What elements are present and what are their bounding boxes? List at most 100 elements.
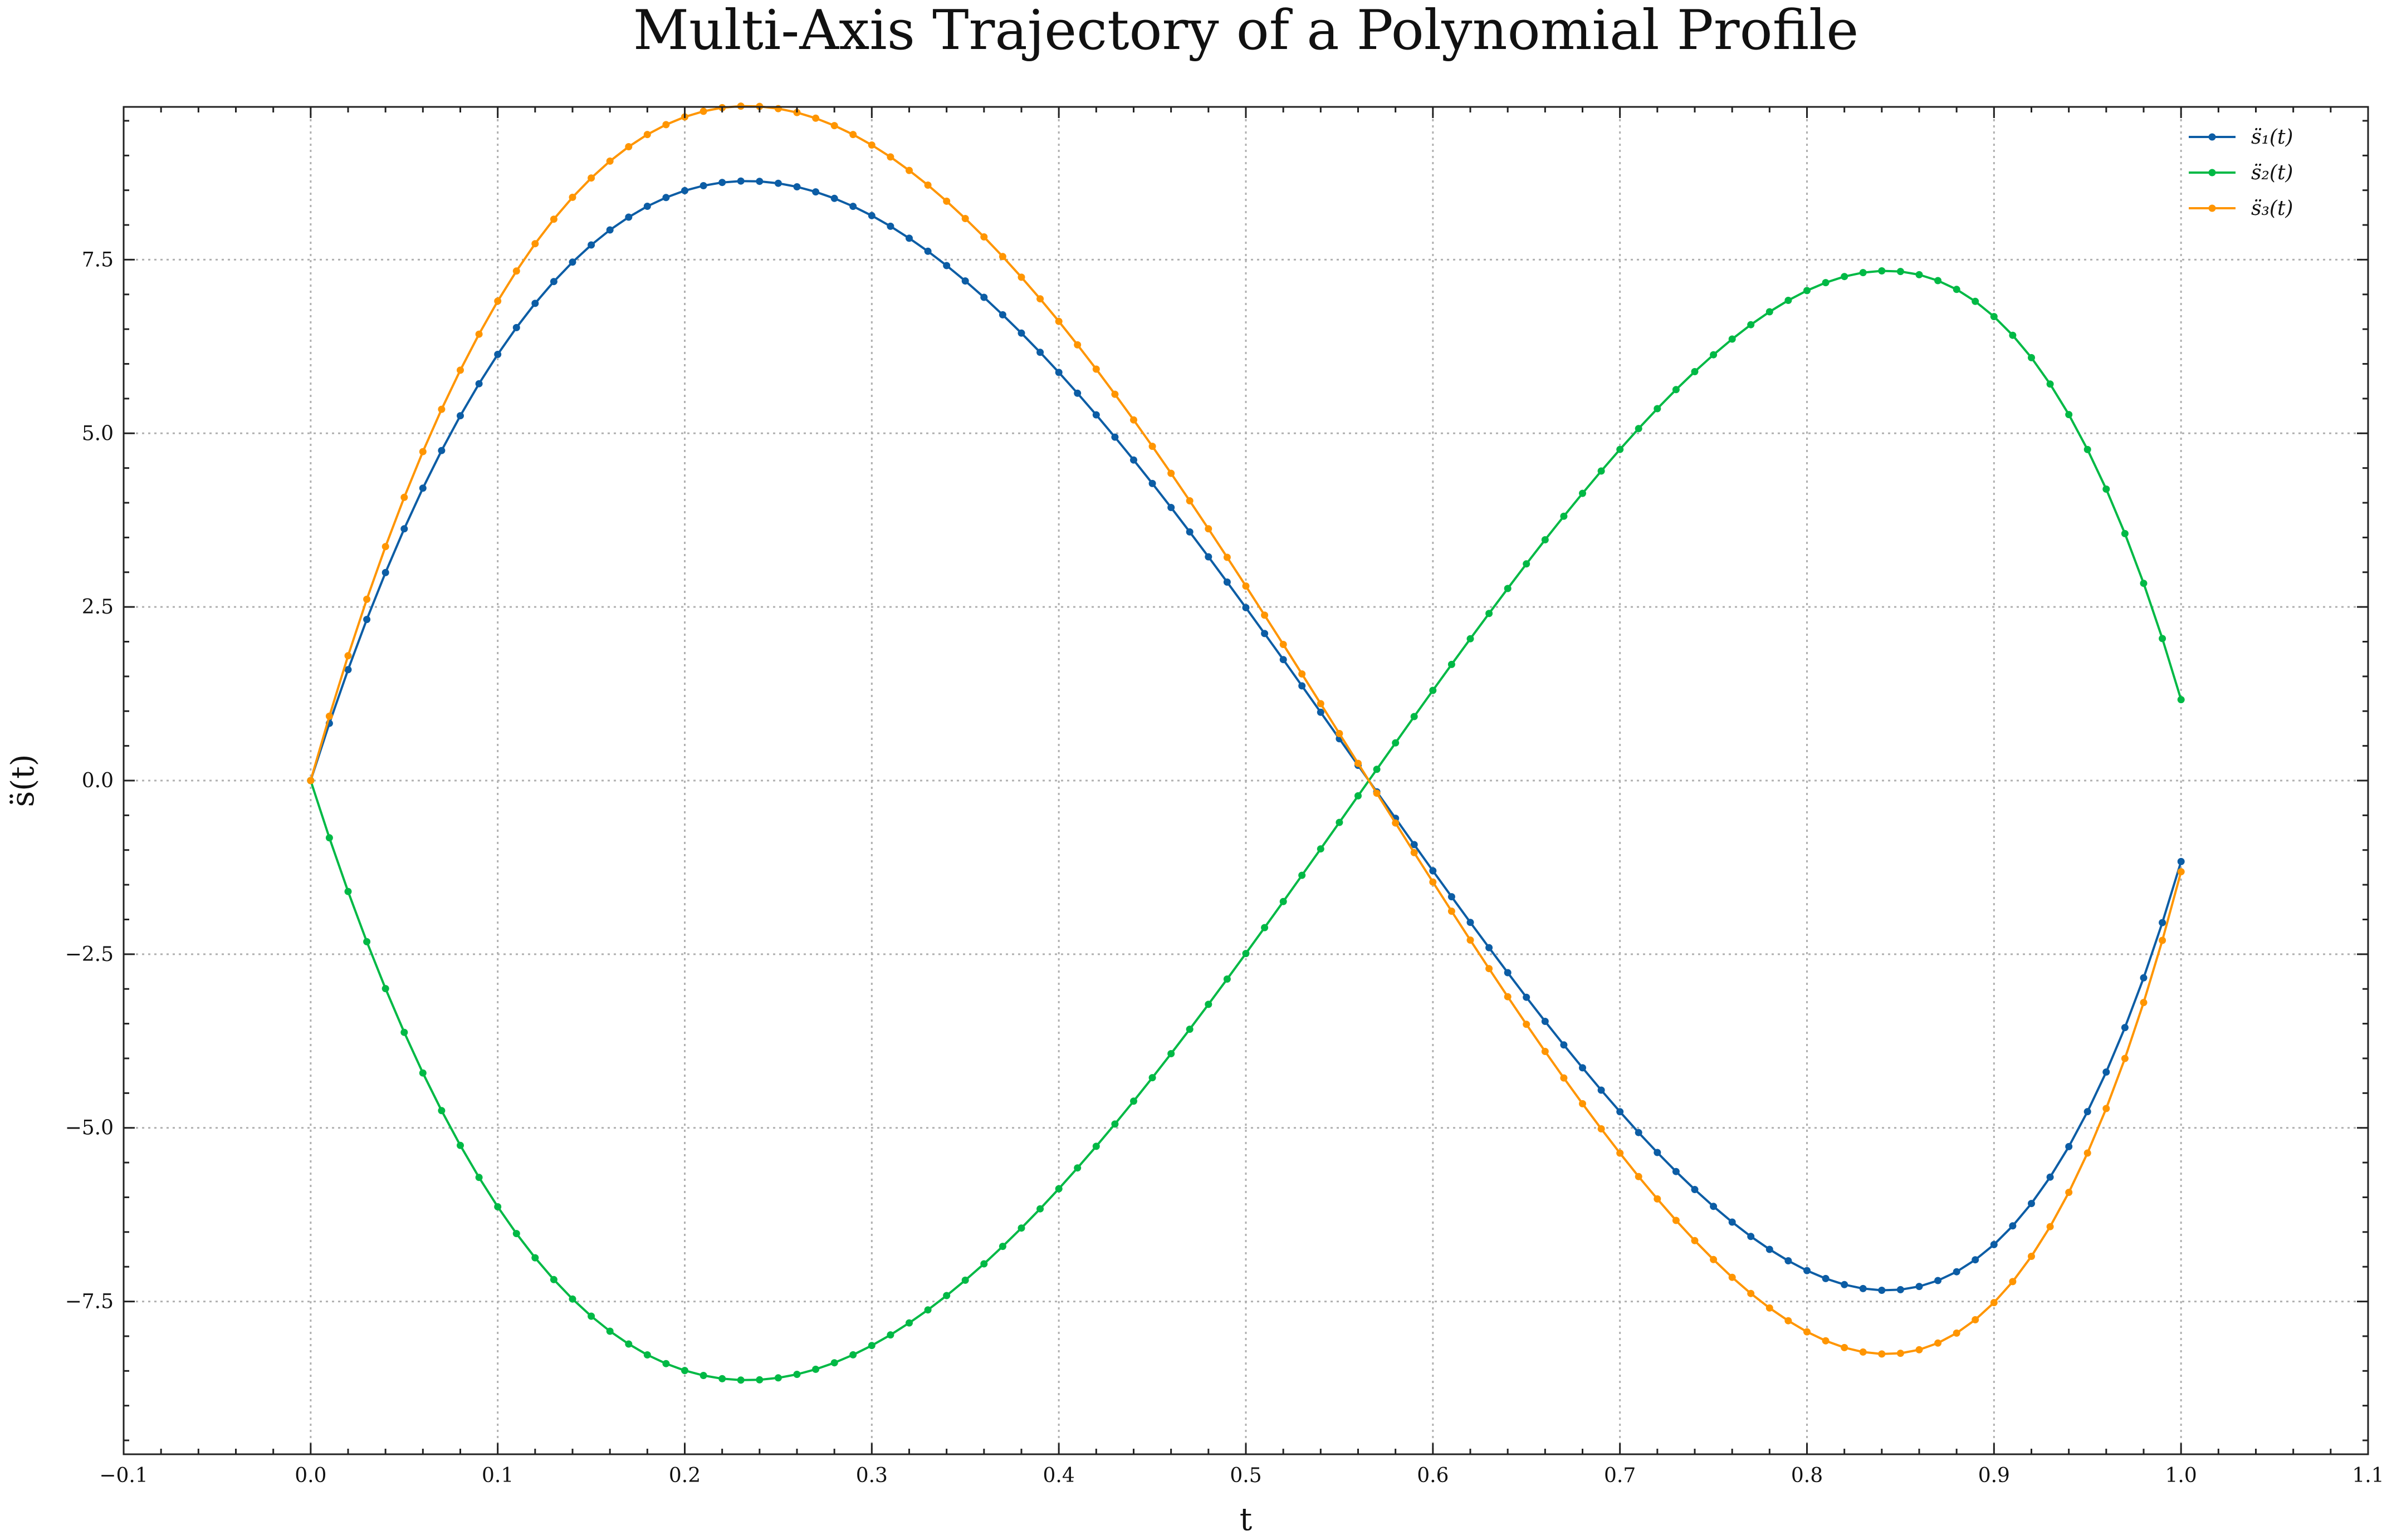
data-point: [1765, 308, 1773, 316]
data-point: [961, 1276, 969, 1284]
data-point: [1242, 582, 1250, 590]
data-point: [344, 666, 352, 674]
data-point: [588, 1312, 595, 1320]
data-point: [569, 1295, 576, 1303]
data-point: [1466, 936, 1474, 944]
data-point: [887, 222, 894, 230]
data-point: [1747, 1233, 1755, 1240]
data-point: [681, 187, 688, 194]
data-point: [961, 277, 969, 285]
data-point: [2065, 1189, 2073, 1196]
data-point: [1223, 553, 1231, 561]
data-point: [849, 131, 857, 139]
data-point: [1523, 560, 1530, 568]
data-point: [381, 985, 389, 993]
data-point: [1074, 1164, 1082, 1172]
data-point: [887, 153, 894, 161]
data-point: [1186, 528, 1194, 536]
data-point: [924, 1306, 932, 1314]
data-point: [980, 293, 988, 301]
data-point: [588, 174, 595, 182]
data-point: [1410, 849, 1418, 856]
data-point: [2083, 1149, 2091, 1157]
data-point: [793, 1371, 801, 1378]
data-point: [1654, 405, 1661, 413]
y-axis-label: s̈(t): [5, 754, 41, 807]
x-tick-label: 0.2: [669, 1464, 701, 1487]
data-point: [457, 1141, 464, 1149]
data-point: [1429, 867, 1437, 875]
data-point: [1092, 411, 1100, 419]
data-point: [1934, 277, 1942, 285]
legend-swatch-marker: [2208, 133, 2216, 141]
data-point: [1784, 1317, 1792, 1325]
data-point: [2009, 1222, 2017, 1230]
data-point: [1579, 1064, 1586, 1072]
data-point: [1186, 1026, 1194, 1033]
data-point: [606, 226, 614, 234]
data-point: [756, 178, 764, 185]
data-point: [1691, 368, 1699, 375]
data-point: [2065, 411, 2073, 419]
data-point: [2159, 635, 2166, 643]
data-point: [868, 1342, 875, 1350]
data-point: [1953, 286, 1960, 293]
data-point: [1036, 1205, 1044, 1213]
data-point: [1541, 1018, 1549, 1025]
data-point: [1111, 433, 1119, 441]
data-point: [569, 193, 576, 201]
data-point: [849, 1351, 857, 1358]
legend-swatch-marker: [2208, 204, 2216, 212]
data-point: [400, 493, 408, 501]
data-point: [700, 107, 707, 115]
data-point: [737, 1376, 745, 1384]
data-point: [1036, 349, 1044, 356]
data-point: [2102, 1068, 2110, 1076]
data-point: [512, 323, 520, 331]
data-point: [1784, 297, 1792, 304]
series-2: [307, 267, 2185, 1384]
data-point: [662, 1360, 670, 1367]
data-point: [531, 1254, 539, 1262]
data-point: [1822, 1274, 1830, 1282]
data-point: [2177, 857, 2185, 865]
data-point: [1822, 279, 1830, 287]
data-point: [550, 215, 557, 223]
data-point: [1841, 1281, 1848, 1288]
data-point: [643, 1351, 651, 1358]
data-point: [438, 447, 446, 454]
data-point: [662, 194, 670, 202]
series-3: [307, 102, 2185, 1358]
data-point: [999, 311, 1006, 318]
data-point: [606, 1327, 614, 1335]
data-point: [718, 1375, 726, 1382]
data-point: [1672, 1217, 1680, 1224]
data-point: [1018, 1224, 1025, 1232]
data-point: [1167, 1050, 1175, 1057]
data-point: [1691, 1237, 1699, 1244]
data-point: [1148, 1074, 1156, 1082]
data-point: [2159, 936, 2166, 944]
data-point: [737, 177, 745, 185]
data-point: [1223, 578, 1231, 586]
data-point: [1298, 871, 1306, 879]
data-point: [1317, 845, 1324, 853]
data-point: [1953, 1329, 1960, 1337]
data-point: [1429, 878, 1437, 886]
data-point: [906, 234, 913, 242]
y-tick-label: −2.5: [65, 943, 114, 966]
data-point: [1148, 443, 1156, 450]
data-point: [1635, 425, 1642, 433]
data-point: [1354, 792, 1362, 800]
data-point: [999, 1243, 1006, 1250]
data-point: [2028, 1200, 2035, 1208]
data-point: [1672, 386, 1680, 394]
data-point: [662, 121, 670, 129]
data-point: [1841, 1343, 1848, 1351]
data-point: [2028, 1253, 2035, 1260]
data-point: [961, 215, 969, 222]
data-point: [1934, 1277, 1942, 1284]
data-point: [1111, 1120, 1119, 1128]
data-point: [2121, 1055, 2129, 1062]
data-point: [1990, 1299, 1998, 1307]
